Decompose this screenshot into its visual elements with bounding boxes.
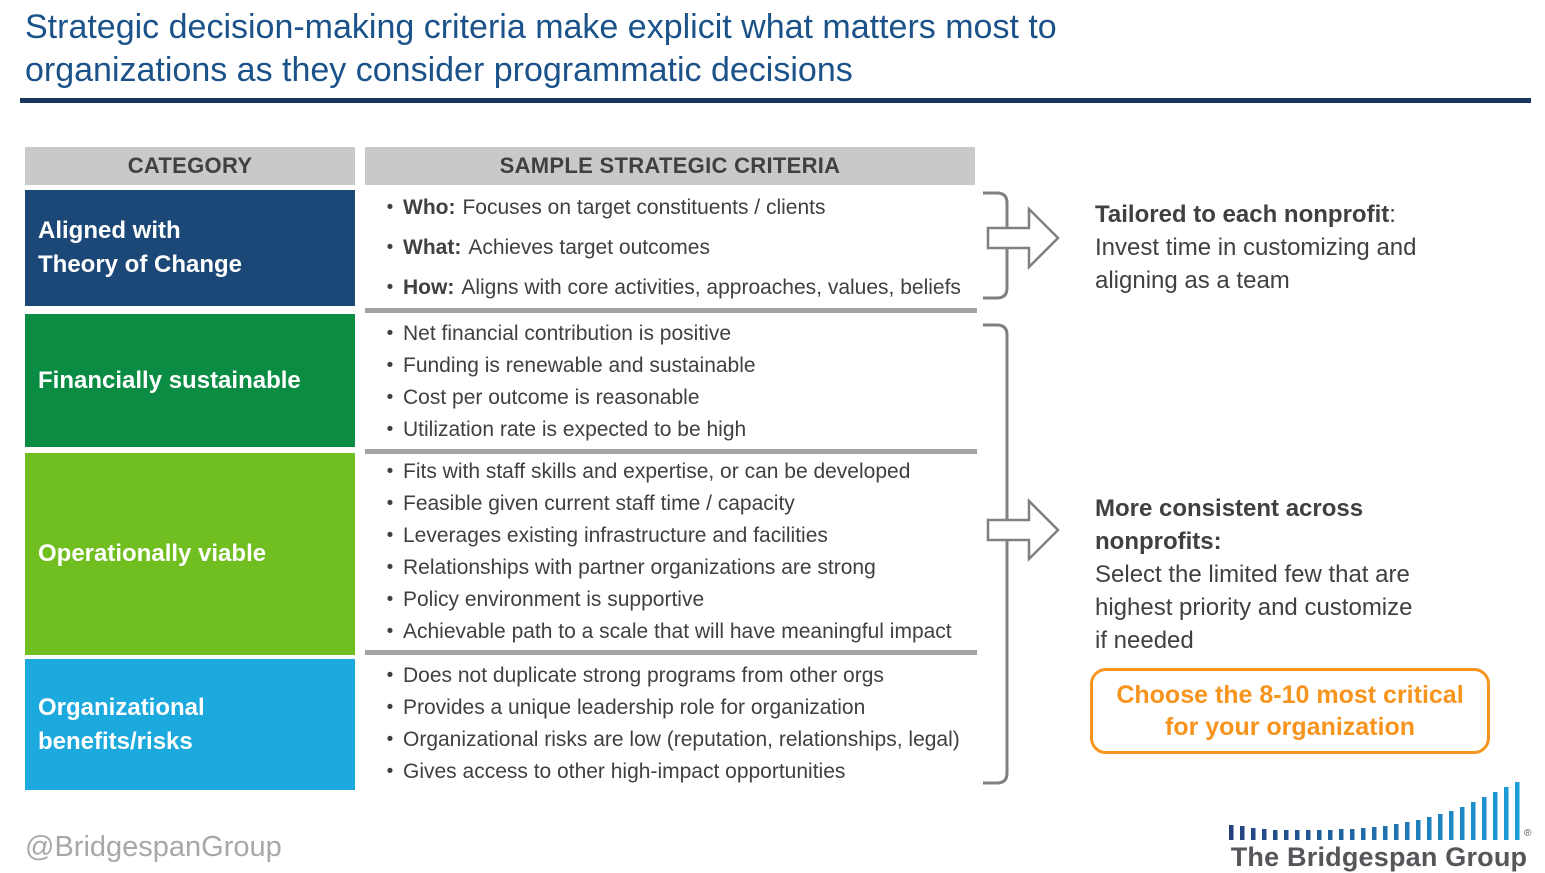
criteria-item: • Who: Focuses on target constituents / cl…	[377, 196, 975, 220]
annotation-tailored: Tailored to each nonprofit: Invest time …	[1095, 198, 1485, 297]
section-divider	[365, 650, 977, 655]
callout-line: Choose the 8-10 most critical	[1116, 681, 1464, 709]
annotation-line: Select the limited few that are	[1095, 561, 1410, 588]
criteria-item: • Gives access to other high-impact oppor…	[377, 760, 975, 784]
arrow-right-icon	[986, 205, 1060, 271]
bullet-icon: •	[386, 493, 394, 514]
bullet-icon: •	[386, 728, 394, 750]
registered-mark: ®	[1524, 828, 1532, 839]
criteria-item: • Achievable path to a scale that will ha…	[377, 620, 975, 644]
category-label: benefits/risks	[38, 727, 193, 755]
section-divider	[365, 449, 977, 454]
category-organizational-benefits-risks: Organizational benefits/risks	[25, 659, 355, 790]
criteria-item: • Cost per outcome is reasonable	[377, 386, 975, 410]
bullet-icon: •	[386, 386, 394, 408]
criteria-item: • How: Aligns with core activities, approa…	[377, 276, 975, 300]
criteria-item: • Policy environment is supportive	[377, 588, 975, 612]
logo-text: The Bridgespan Group	[1230, 842, 1528, 872]
category-label: Organizational	[38, 693, 205, 721]
column-header-criteria: SAMPLE STRATEGIC CRITERIA	[365, 147, 975, 185]
annotation-heading: Tailored to each nonprofit	[1095, 201, 1390, 228]
bullet-icon: •	[386, 197, 394, 218]
page-title-line1: Strategic decision-making criteria make …	[25, 8, 1057, 46]
bracket-rows2-4	[983, 323, 1009, 785]
section-divider	[365, 308, 977, 313]
category-label: Financially sustainable	[38, 366, 301, 394]
callout-choose-critical: Choose the 8-10 most critical for your o…	[1090, 668, 1490, 754]
criteria-item: • Organizational risks are low (reputatio…	[377, 728, 975, 752]
category-label: Theory of Change	[38, 251, 243, 278]
criteria-item: • Leverages existing infrastructure and f…	[377, 524, 975, 548]
bullet-icon: •	[386, 760, 394, 782]
criteria-list-operationally-viable: • Fits with staff skills and expertise, o…	[365, 456, 975, 648]
criteria-item: • Fits with staff skills and expertise, o…	[377, 460, 975, 484]
bullet-icon: •	[386, 237, 394, 258]
bullet-icon: •	[386, 322, 394, 344]
criteria-item: • Utilization rate is expected to be high	[377, 418, 975, 442]
criteria-list-theory-of-change: • Who: Focuses on target constituents / cl…	[365, 190, 975, 306]
annotation-line: Invest time in customizing and	[1095, 234, 1417, 261]
bullet-icon: •	[386, 621, 394, 642]
bullet-icon: •	[386, 354, 394, 376]
bullet-icon: •	[386, 664, 394, 686]
title-underline	[20, 98, 1531, 103]
bridgespan-logo: ® The Bridgespan Group	[1225, 780, 1535, 873]
social-handle: @BridgespanGroup	[25, 831, 282, 863]
category-label: Aligned with	[38, 217, 181, 244]
category-aligned-theory-of-change: Aligned with Theory of Change	[25, 190, 355, 306]
annotation-heading: More consistent across nonprofits:	[1095, 495, 1364, 555]
bullet-icon: •	[386, 277, 394, 298]
bullet-icon: •	[386, 418, 394, 440]
category-financially-sustainable: Financially sustainable	[25, 314, 355, 447]
bullet-icon: •	[386, 461, 394, 482]
arrow-right-icon	[986, 497, 1060, 563]
criteria-list-organizational-benefits-risks: • Does not duplicate strong programs from…	[365, 657, 975, 790]
annotation-line: aligning as a team	[1095, 267, 1290, 294]
category-label: Operationally viable	[38, 540, 267, 567]
annotation-line: if needed	[1095, 627, 1194, 654]
bullet-icon: •	[386, 557, 394, 578]
criteria-item: • Provides a unique leadership role for o…	[377, 696, 975, 720]
annotation-line: highest priority and customize	[1095, 594, 1413, 621]
bullet-icon: •	[386, 696, 394, 718]
criteria-item: • Relationships with partner organization…	[377, 556, 975, 580]
page-title-line2: organizations as they consider programma…	[25, 51, 853, 89]
bullet-icon: •	[386, 589, 394, 610]
criteria-item: • Feasible given current staff time / cap…	[377, 492, 975, 516]
criteria-item: • Funding is renewable and sustainable	[377, 354, 975, 378]
criteria-item: • Does not duplicate strong programs from…	[377, 664, 975, 688]
bullet-icon: •	[386, 525, 394, 546]
page-title: Strategic decision-making criteria make …	[25, 6, 1525, 92]
annotation-consistent: More consistent across nonprofits: Selec…	[1095, 492, 1485, 657]
bracket-row1	[983, 191, 1009, 300]
criteria-item: • Net financial contribution is positive	[377, 322, 975, 346]
criteria-list-financially-sustainable: • Net financial contribution is positive …	[365, 316, 975, 447]
logo-bars-icon	[1229, 782, 1520, 840]
callout-line: for your organization	[1165, 713, 1415, 741]
category-operationally-viable: Operationally viable	[25, 453, 355, 655]
column-header-category: CATEGORY	[25, 147, 355, 185]
criteria-item: • What: Achieves target outcomes	[377, 236, 975, 260]
